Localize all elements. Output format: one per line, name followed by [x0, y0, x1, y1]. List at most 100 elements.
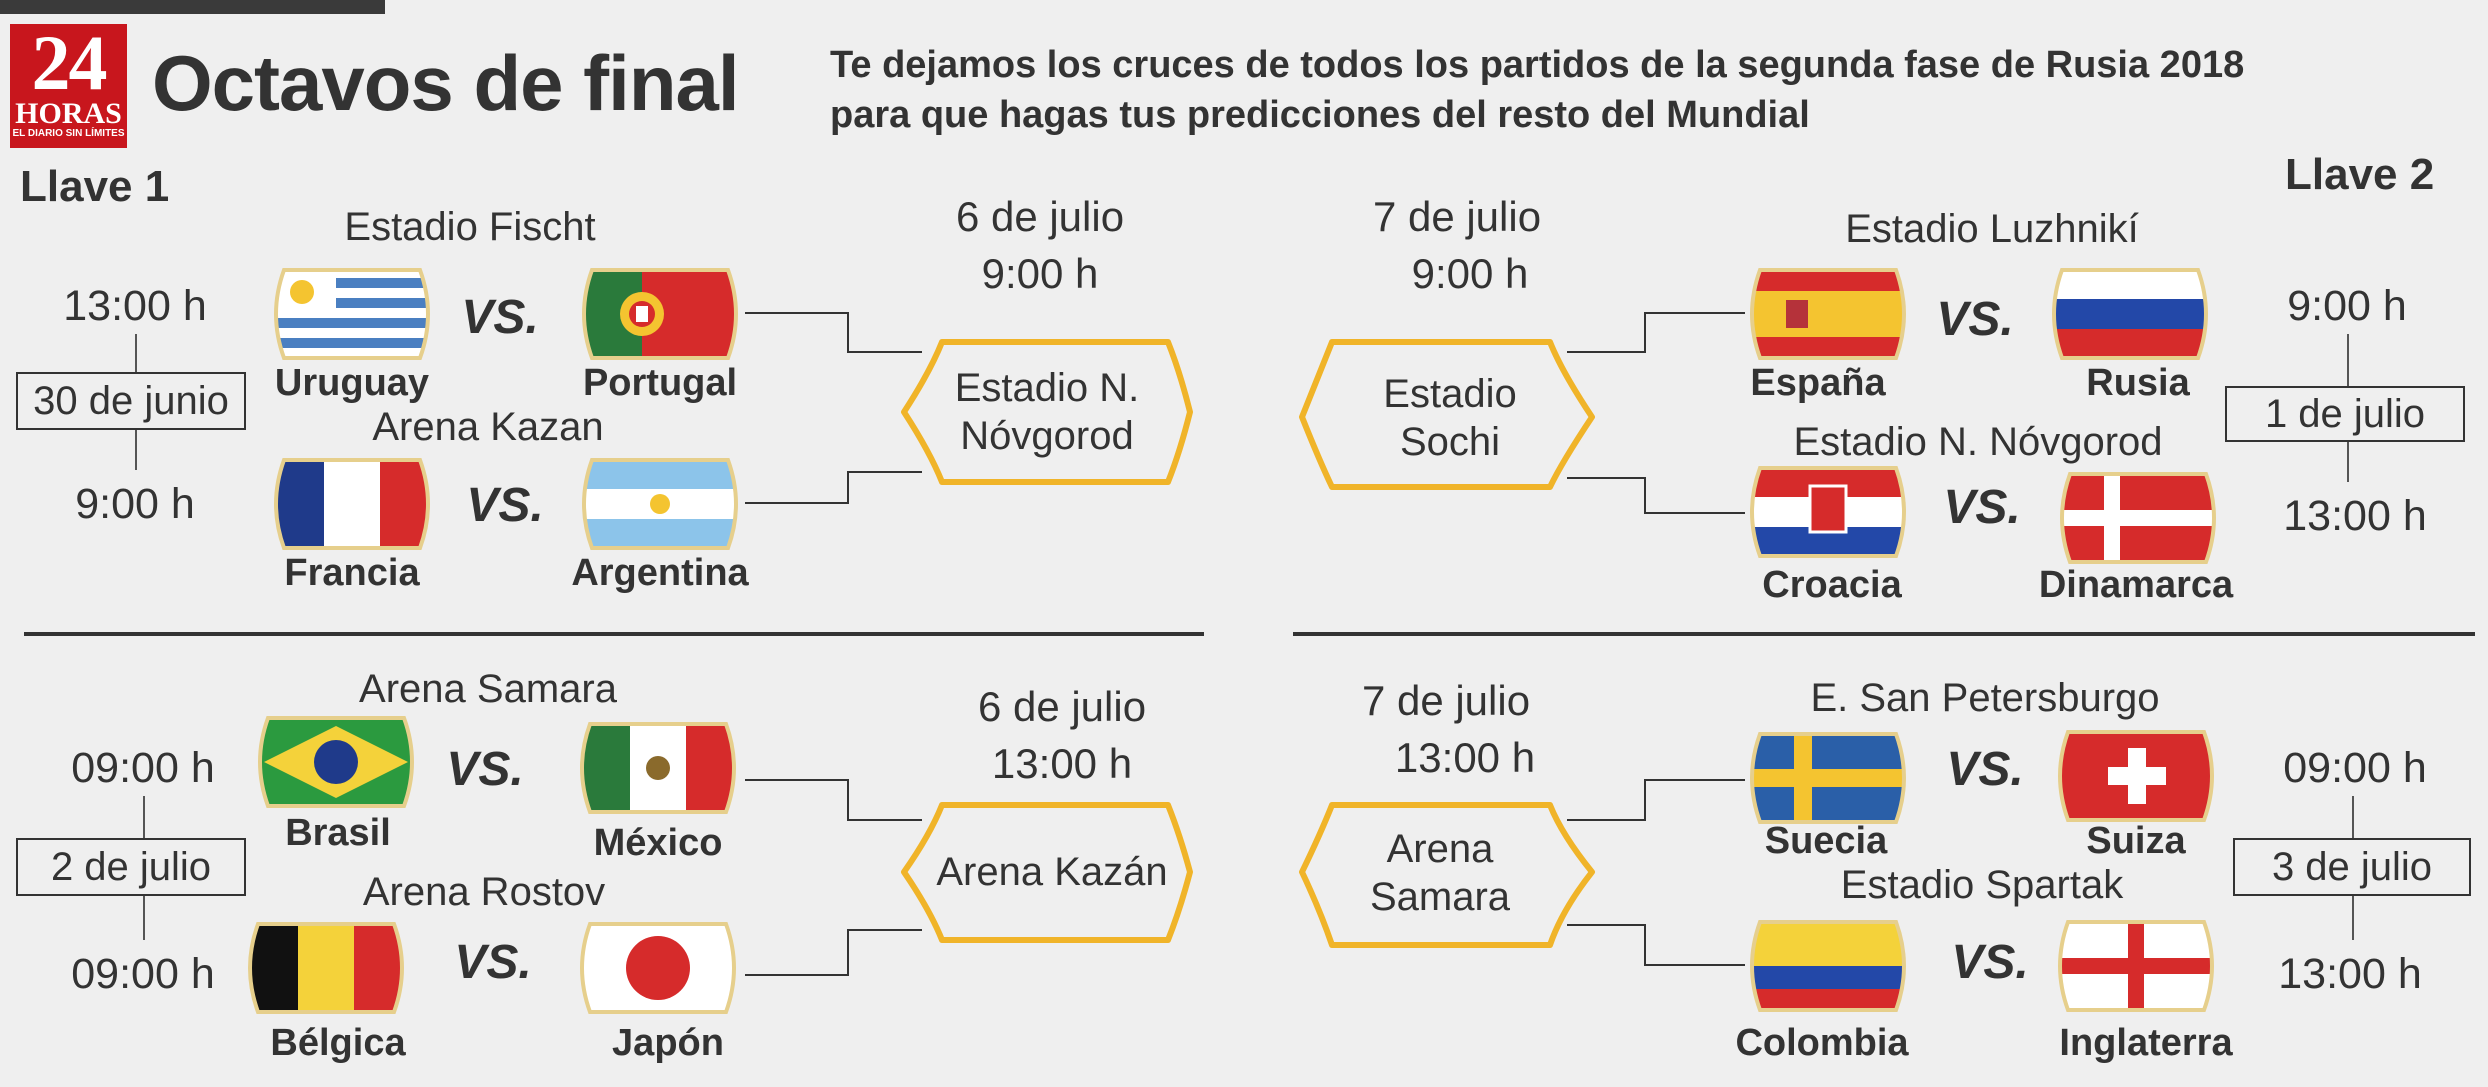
argentina-flag-icon — [582, 458, 738, 550]
time-l1b2-m2: 09:00 h — [71, 950, 215, 998]
team-brasil: Brasil — [285, 812, 391, 854]
brazil-flag-icon — [258, 716, 414, 808]
time-connector — [2347, 334, 2349, 386]
team-rusia: Rusia — [2086, 362, 2190, 404]
vs-label: VS. — [1951, 936, 2029, 989]
croatia-flag-icon — [1750, 466, 1906, 558]
page-title: Octavos de final — [152, 39, 740, 127]
team-francia: Francia — [284, 552, 420, 594]
time-connector — [143, 796, 145, 838]
sweden-flag-icon — [1750, 732, 1906, 824]
top-bar — [0, 0, 385, 14]
team-colombia: Colombia — [1735, 1022, 1909, 1064]
team-uruguay: Uruguay — [274, 362, 430, 404]
newspaper-logo: 24 HORAS EL DIARIO SIN LÍMITES — [10, 24, 127, 148]
quarter-venue-line-2: Nóvgorod — [960, 414, 1134, 458]
spain-flag-icon — [1750, 268, 1906, 360]
date-box-l2b2: 3 de julio — [2233, 838, 2471, 896]
quarter-venue-l1b2: Arena Kazán — [936, 848, 1167, 896]
date-box-l1b2: 2 de julio — [16, 838, 246, 896]
team-japon: Japón — [612, 1022, 724, 1064]
time-connector — [143, 896, 145, 940]
quarter-venue-line-2: Sochi — [1399, 420, 1501, 464]
team-espana: España — [1750, 362, 1886, 404]
portugal-flag-icon — [582, 268, 738, 360]
team-mexico: México — [593, 822, 723, 864]
russia-flag-icon — [2052, 268, 2208, 360]
quarter-hexagon-l1b2 — [901, 802, 1193, 943]
quarter-venue-line-1: Arena Kazán — [936, 850, 1168, 894]
quarter-hexagon-l2b1 — [1299, 339, 1595, 490]
llave-2-label: Llave 2 — [2285, 150, 2435, 199]
venue-l2b2-m2: Estadio Spartak — [1840, 863, 2124, 907]
venue-l1b2-m2: Arena Rostov — [362, 870, 606, 914]
divider-left — [24, 632, 1204, 636]
quarter-time-l1b2: 13:00 h — [991, 740, 1133, 787]
vs-label: VS. — [446, 743, 524, 796]
quarter-time-l2b1: 9:00 h — [1411, 250, 1529, 297]
mexico-flag-icon — [580, 722, 736, 814]
vs-label: VS. — [454, 936, 532, 989]
time-l2b2-m2: 13:00 h — [2278, 950, 2422, 998]
colombia-flag-icon — [1750, 920, 1906, 1012]
denmark-flag-icon — [2060, 472, 2216, 564]
team-croacia: Croacia — [1762, 564, 1902, 606]
logo-tagline: EL DIARIO SIN LÍMITES — [12, 128, 125, 139]
logo-word: HORAS — [15, 97, 122, 130]
subtitle-line-2: para que hagas tus predicciones del rest… — [830, 94, 1810, 136]
team-inglaterra: Inglaterra — [2059, 1022, 2233, 1064]
time-l2b1-m1: 9:00 h — [2287, 282, 2407, 330]
quarter-time-l2b2: 13:00 h — [1394, 734, 1536, 781]
vs-label: VS. — [1946, 743, 2024, 796]
team-suecia: Suecia — [1764, 820, 1888, 862]
quarter-date-l1b1: 6 de julio — [955, 193, 1125, 240]
venue-l2b1-m1: Estadio Luzhnikí — [1845, 207, 2139, 251]
quarter-venue-line-2: Samara — [1369, 875, 1511, 919]
quarter-venue-line-1: Estadio N. — [954, 366, 1140, 410]
quarter-hexagon-l2b2 — [1299, 802, 1595, 948]
time-connector — [2352, 796, 2354, 838]
quarter-venue-line-1: Arena — [1386, 827, 1494, 871]
venue-l1b2-m1: Arena Samara — [359, 667, 617, 711]
vs-label: VS. — [466, 479, 544, 532]
time-connector — [2352, 896, 2354, 940]
venue-l2b2-m1: E. San Petersburgo — [1810, 676, 2160, 720]
time-l1b1-m1: 13:00 h — [63, 282, 207, 330]
time-l1b1-m2: 9:00 h — [75, 480, 195, 528]
date-box-l1b1: 30 de junio — [16, 372, 246, 430]
venue-l1b1-m1: Estadio Fischt — [344, 205, 596, 249]
date-box-l2b1: 1 de julio — [2225, 386, 2465, 442]
quarter-date-l1b2: 6 de julio — [977, 683, 1147, 730]
time-connector — [135, 334, 137, 372]
vs-label: VS. — [1936, 293, 2014, 346]
vs-label: VS. — [461, 291, 539, 344]
france-flag-icon — [274, 458, 430, 550]
quarter-hexagon-l1b1 — [901, 339, 1193, 485]
time-l1b2-m1: 09:00 h — [71, 744, 215, 792]
venue-l1b1-m2: Arena Kazan — [372, 405, 604, 449]
team-suiza: Suiza — [2086, 820, 2186, 862]
logo-number: 24 — [31, 19, 108, 106]
team-belgica: Bélgica — [270, 1022, 406, 1064]
venue-l2b1-m2: Estadio N. Nóvgorod — [1793, 420, 2163, 464]
team-argentina: Argentina — [571, 552, 749, 594]
team-dinamarca: Dinamarca — [2038, 564, 2234, 606]
uruguay-flag-icon — [274, 268, 430, 360]
time-l2b1-m2: 13:00 h — [2283, 492, 2427, 540]
time-l2b2-m1: 09:00 h — [2283, 744, 2427, 792]
quarter-time-l1b1: 9:00 h — [981, 250, 1099, 297]
vs-label: VS. — [1943, 481, 2021, 534]
time-connector — [135, 430, 137, 470]
divider-right — [1293, 632, 2475, 636]
japan-flag-icon — [580, 922, 736, 1014]
quarter-venue-l1b1: Estadio N. Nóvgorod — [955, 364, 1140, 460]
subtitle-line-1: Te dejamos los cruces de todos los parti… — [830, 44, 2245, 86]
england-flag-icon — [2058, 920, 2214, 1012]
quarter-venue-line-1: Estadio — [1383, 372, 1517, 416]
team-portugal: Portugal — [582, 362, 738, 404]
switzerland-flag-icon — [2058, 730, 2214, 822]
quarter-venue-l2b2: Arena Samara — [1370, 825, 1510, 921]
belgium-flag-icon — [248, 922, 404, 1014]
